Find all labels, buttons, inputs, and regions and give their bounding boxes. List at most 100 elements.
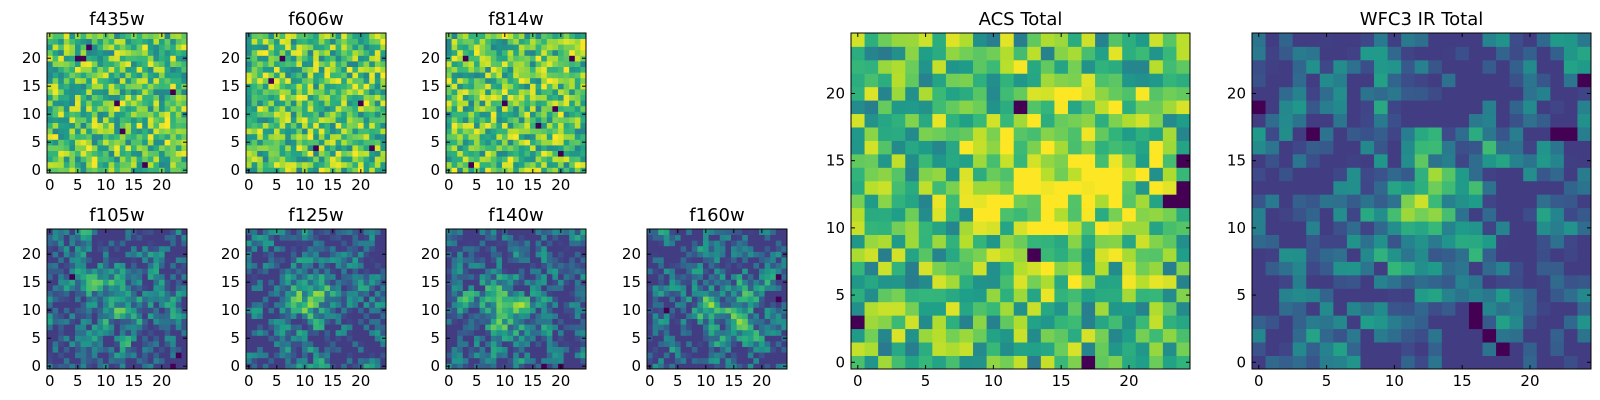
heatmap-cell <box>731 234 737 241</box>
heatmap-cell <box>703 329 709 336</box>
heatmap-cell <box>507 290 514 297</box>
heatmap-cell <box>346 296 353 303</box>
heatmap-cell <box>335 341 342 347</box>
heatmap-cell <box>108 161 115 168</box>
heatmap-cell <box>878 234 893 249</box>
heatmap-cell <box>274 251 280 258</box>
heatmap-cell <box>474 117 480 123</box>
heatmap-cell <box>262 301 269 308</box>
heatmap-cell <box>307 229 314 235</box>
heatmap-cell <box>462 285 469 291</box>
heatmap-cell <box>462 167 469 174</box>
heatmap-cell <box>878 261 893 276</box>
heatmap-cell <box>125 128 132 135</box>
heatmap-cell <box>290 268 297 275</box>
heatmap-cell <box>262 33 269 39</box>
heatmap-cell <box>552 111 559 118</box>
heatmap-cell <box>959 328 974 343</box>
heatmap-cell <box>496 279 503 286</box>
heatmap-cell <box>647 268 653 275</box>
heatmap-cell <box>257 44 264 51</box>
heatmap-cell <box>358 89 364 95</box>
heatmap-cell <box>142 94 149 101</box>
heatmap-cell <box>251 346 258 353</box>
heatmap-cell <box>546 49 553 56</box>
heatmap-cell <box>369 285 376 291</box>
heatmap-cell <box>764 229 771 235</box>
heatmap-cell <box>164 257 171 263</box>
heatmap-cell <box>170 77 177 84</box>
heatmap-cell <box>313 105 320 112</box>
heatmap-cell <box>262 83 269 90</box>
heatmap-cell <box>131 38 137 45</box>
heatmap-cell <box>1108 234 1123 249</box>
heatmap-cell <box>703 335 709 342</box>
heatmap-cell <box>552 357 559 364</box>
heatmap-cell <box>708 313 715 319</box>
heatmap-cell <box>891 355 906 370</box>
heatmap-cell <box>380 156 387 163</box>
heatmap-cell <box>580 66 587 73</box>
heatmap-cell <box>285 268 292 275</box>
heatmap-cell <box>58 111 65 118</box>
heatmap-cell <box>257 128 264 135</box>
heatmap-cell <box>307 285 314 291</box>
heatmap-cell <box>451 285 458 291</box>
x-tick-label: 15 <box>724 372 743 390</box>
heatmap-cell <box>490 111 497 118</box>
heatmap-cell <box>296 89 303 95</box>
heatmap-cell <box>103 145 109 151</box>
heatmap-cell <box>181 44 188 51</box>
heatmap-cell <box>131 156 137 163</box>
heatmap-cell <box>524 111 531 118</box>
heatmap-cell <box>380 257 387 263</box>
heatmap-cell <box>318 100 325 107</box>
heatmap-cell <box>52 156 59 163</box>
heatmap-cell <box>91 234 98 241</box>
heatmap-cell <box>1000 180 1015 195</box>
heatmap-cell <box>279 33 286 39</box>
heatmap-cell <box>119 133 126 140</box>
heatmap-cell <box>374 100 381 107</box>
heatmap-cell <box>764 363 771 370</box>
heatmap-cell <box>108 257 115 263</box>
heatmap-cell <box>546 100 553 107</box>
heatmap-cell <box>346 94 353 101</box>
heatmap-cell <box>131 251 137 258</box>
heatmap-cell <box>1176 301 1191 316</box>
heatmap-cell <box>164 94 171 101</box>
heatmap-cell <box>1054 221 1069 235</box>
heatmap-cell <box>513 313 520 319</box>
heatmap-cell <box>75 139 81 146</box>
heatmap-cell <box>474 251 480 258</box>
heatmap-cell <box>103 89 109 95</box>
y-tick-label: 20 <box>421 49 440 67</box>
heatmap-cell <box>1040 153 1055 168</box>
heatmap-cell <box>346 105 353 112</box>
heatmap-cell <box>341 229 348 235</box>
heatmap-cell <box>69 77 76 84</box>
heatmap-cell <box>114 94 121 101</box>
heatmap-cell <box>97 229 104 235</box>
heatmap-cell <box>569 111 576 118</box>
heatmap-cell <box>479 290 486 297</box>
heatmap-cell <box>781 240 788 247</box>
heatmap-cell <box>131 296 137 303</box>
heatmap-cell <box>114 313 121 319</box>
heatmap-cell <box>290 83 297 90</box>
heatmap-cell <box>369 89 376 95</box>
heatmap-cell <box>736 301 743 308</box>
heatmap-cell <box>363 313 370 319</box>
heatmap-cell <box>103 279 109 286</box>
heatmap-cell <box>552 262 559 269</box>
heatmap-cell <box>468 117 475 123</box>
heatmap-cell <box>918 355 933 370</box>
heatmap-cell <box>380 285 387 291</box>
heatmap-cell <box>262 307 269 314</box>
heatmap-cell <box>742 251 749 258</box>
heatmap-cell <box>335 257 342 263</box>
heatmap-cell <box>181 357 188 364</box>
heatmap-cell <box>318 229 325 235</box>
heatmap-cell <box>479 285 486 291</box>
heatmap-cell <box>558 133 564 140</box>
